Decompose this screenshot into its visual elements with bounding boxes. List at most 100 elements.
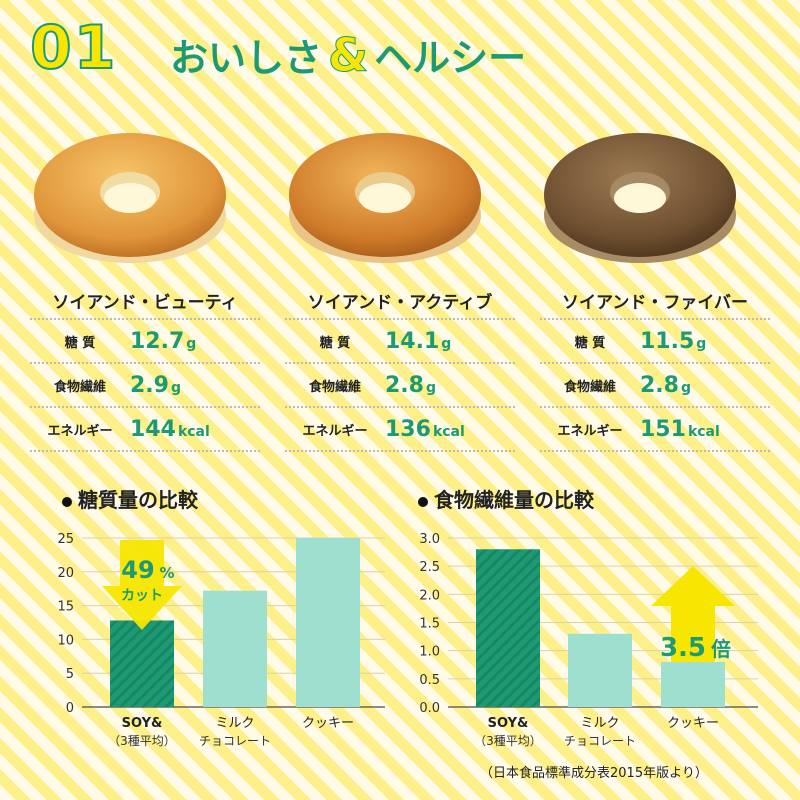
x-tick-sublabel: （3種平均）	[474, 734, 542, 748]
row-fiber: 食物繊維 2.9 g	[30, 362, 260, 406]
bar-0	[476, 549, 540, 707]
product-name: ソイアンド・ファイバー	[562, 293, 748, 313]
bar-1	[203, 590, 267, 707]
x-tick-sublabel: チョコレート	[564, 734, 636, 748]
annotation-percent: %	[159, 564, 174, 582]
chart-title-text: 糖質量の比較	[78, 488, 198, 512]
number: 136	[385, 416, 431, 442]
number: 11.5	[640, 328, 695, 354]
unit: kcal	[177, 423, 210, 440]
value-energy: 144 kcal	[130, 417, 210, 442]
value-energy: 151 kcal	[640, 417, 720, 442]
value-carbs: 14.1 g	[385, 329, 451, 354]
value-fiber: 2.8 g	[640, 373, 691, 398]
unit: kcal	[687, 423, 720, 440]
label-carbs: 糖 質	[64, 335, 96, 351]
donut-image-active	[289, 133, 481, 263]
y-tick-label: 15	[57, 600, 74, 615]
product-name: ソイアンド・ビューティ	[52, 293, 238, 313]
bullet-icon	[418, 496, 428, 507]
y-tick-label: 5	[66, 667, 74, 682]
number: 14.1	[385, 328, 440, 354]
x-tick-label: クッキー	[302, 716, 354, 731]
chart-title-carbs: 糖質量の比較	[62, 490, 198, 510]
unit: kcal	[432, 423, 465, 440]
row-carbs: 糖 質 14.1 g	[285, 318, 515, 362]
up-arrow-icon	[651, 566, 735, 662]
chart-fiber: 0.0 0.5 1.0 1.5 2.0 2.5 3.0 SOY& （3種平均） ミルクチョコレート…	[419, 532, 758, 748]
number: 2.8	[385, 372, 424, 398]
x-tick-label: SOY&	[488, 716, 529, 731]
row-carbs: 糖 質 12.7 g	[30, 318, 260, 362]
annotation-number: 3.5	[660, 633, 706, 663]
label-energy: エネルギー	[47, 423, 113, 439]
row-carbs: 糖 質 11.5 g	[540, 318, 770, 362]
chart-title-fiber: 食物繊維量の比較	[418, 490, 594, 510]
x-tick-label: ミルク	[580, 716, 619, 731]
y-tick-label: 20	[57, 566, 74, 581]
product-fiber: ソイアンド・ファイバー 糖 質 11.5 g 食物繊維 2.8 g エネルギー 151 kc…	[540, 288, 770, 452]
x-tick-label: SOY&	[122, 716, 163, 731]
y-tick-label: 1.5	[419, 617, 440, 632]
y-tick-label: 3.0	[419, 532, 440, 547]
label-carbs: 糖 質	[319, 335, 351, 351]
y-tick-label: 1.0	[419, 645, 440, 660]
value-carbs: 11.5 g	[640, 329, 706, 354]
source-note: （日本食品標準成分表2015年版より）	[480, 766, 708, 781]
x-tick-label: クッキー	[667, 716, 719, 731]
y-tick-label: 0.0	[419, 701, 440, 716]
unit: g	[170, 379, 182, 396]
value-energy: 136 kcal	[385, 417, 465, 442]
bullet-icon	[62, 496, 72, 507]
y-tick-label: 10	[57, 633, 74, 648]
row-energy: エネルギー 136 kcal	[285, 406, 515, 452]
number: 151	[640, 416, 686, 442]
row-energy: エネルギー 144 kcal	[30, 406, 260, 452]
section-number: 01	[29, 13, 118, 83]
unit: g	[425, 379, 437, 396]
number: 12.7	[130, 328, 185, 354]
donut-image-beauty	[34, 133, 226, 263]
y-tick-label: 0.5	[419, 673, 440, 688]
number: 2.8	[640, 372, 679, 398]
title-ampersand: &	[328, 28, 369, 82]
y-tick-label: 2.5	[419, 560, 440, 575]
row-fiber: 食物繊維 2.8 g	[285, 362, 515, 406]
row-fiber: 食物繊維 2.8 g	[540, 362, 770, 406]
annotation-label: カット	[121, 588, 163, 604]
down-arrow-icon	[102, 540, 182, 630]
product-beauty: ソイアンド・ビューティ 糖 質 12.7 g 食物繊維 2.9 g エネルギー 144 kc…	[30, 288, 260, 452]
annotation-label: 倍	[711, 637, 731, 661]
x-tick-sublabel: （3種平均）	[108, 734, 176, 748]
unit: g	[186, 335, 197, 352]
number: 2.9	[130, 372, 169, 398]
section-title: おいしさ & ヘルシー	[170, 32, 527, 80]
value-fiber: 2.9 g	[130, 373, 181, 398]
product-name: ソイアンド・アクティブ	[307, 293, 493, 313]
label-energy: エネルギー	[557, 423, 623, 439]
title-left: おいしさ	[170, 36, 323, 80]
unit: g	[696, 335, 707, 352]
y-tick-label: 25	[57, 532, 74, 547]
label-fiber: 食物繊維	[563, 379, 616, 395]
label-energy: エネルギー	[302, 423, 368, 439]
bar-1	[568, 633, 632, 707]
value-fiber: 2.8 g	[385, 373, 436, 398]
unit: g	[441, 335, 452, 352]
label-fiber: 食物繊維	[308, 379, 361, 395]
donut-image-fiber	[544, 133, 736, 263]
bar-2	[661, 661, 725, 707]
value-carbs: 12.7 g	[130, 329, 196, 354]
title-right: ヘルシー	[374, 36, 527, 80]
bar-0	[110, 620, 174, 707]
unit: g	[680, 379, 692, 396]
x-tick-label: ミルク	[215, 716, 254, 731]
y-tick-label: 2.0	[419, 588, 440, 603]
annotation-number: 49	[121, 556, 154, 584]
label-fiber: 食物繊維	[53, 379, 106, 395]
label-carbs: 糖 質	[574, 335, 606, 351]
y-tick-label: 0	[66, 701, 74, 716]
bar-2	[296, 538, 360, 707]
chart-title-text: 食物繊維量の比較	[434, 488, 594, 512]
